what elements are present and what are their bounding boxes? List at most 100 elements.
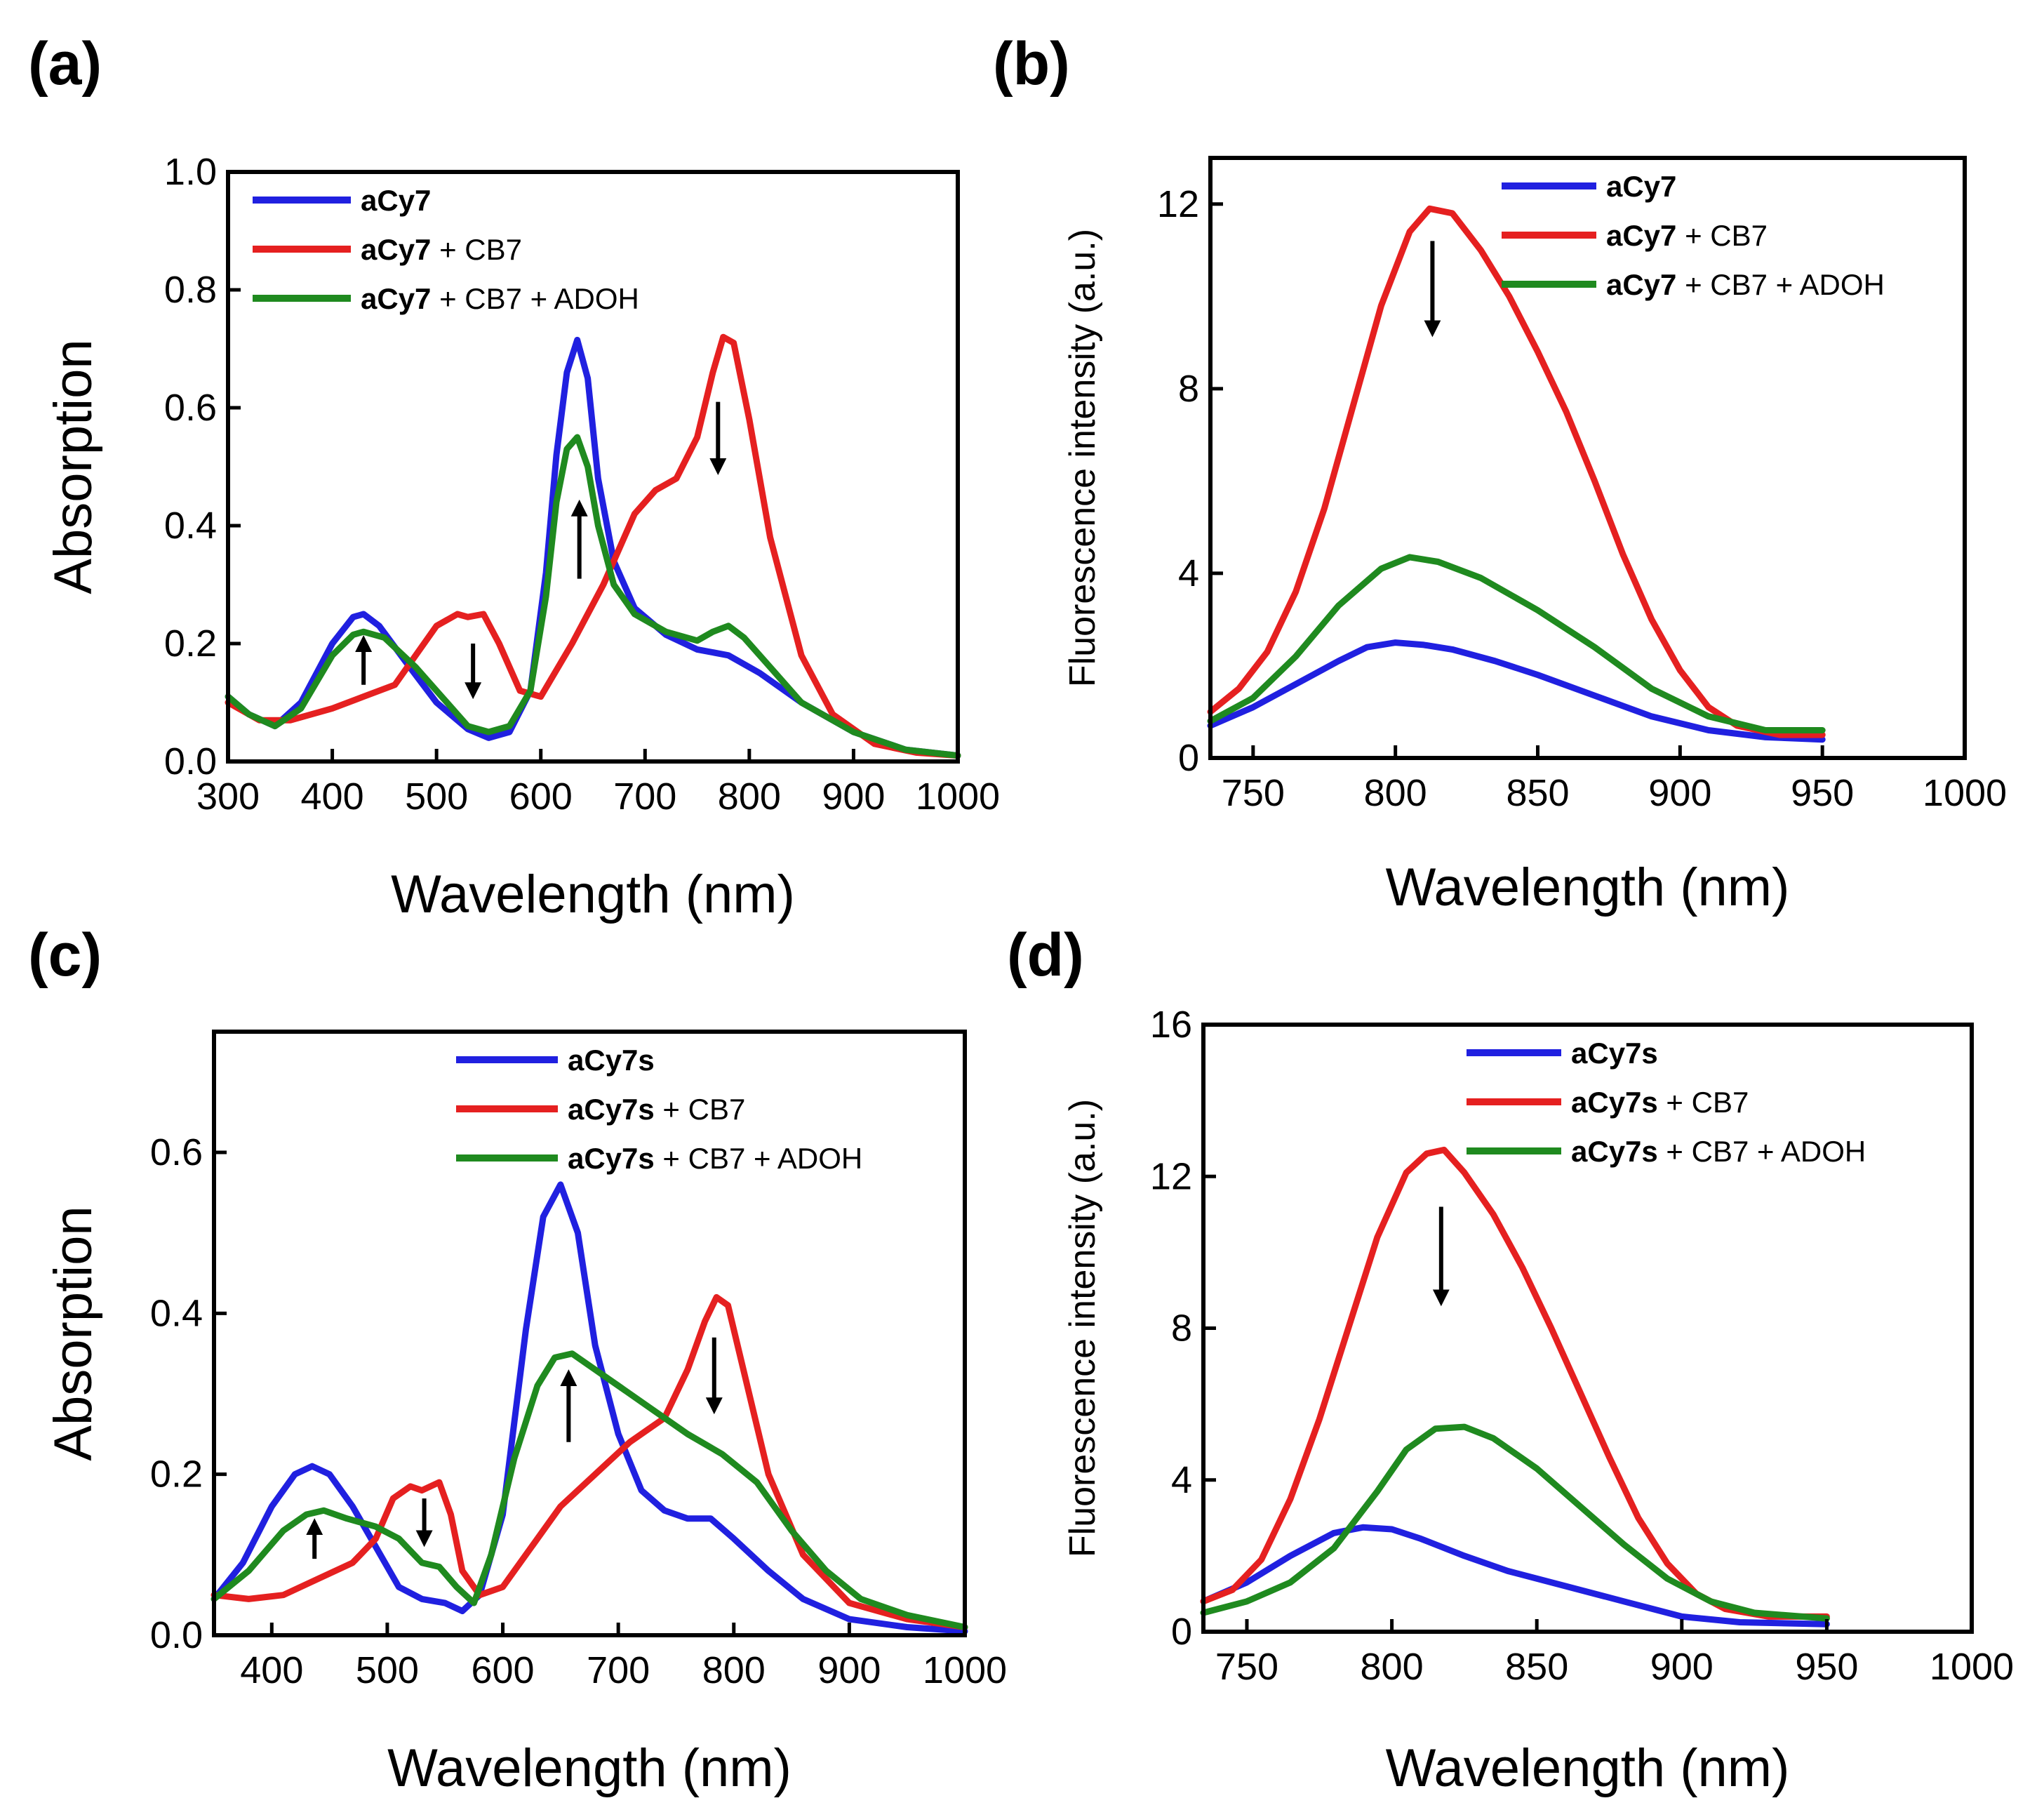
y-axis-label: Absorption bbox=[44, 1206, 103, 1460]
legend-label: aCy7s + CB7 + ADOH bbox=[568, 1142, 862, 1175]
x-tick-label: 1000 bbox=[916, 776, 1000, 818]
series-line-3 bbox=[211, 1350, 968, 1630]
y-tick-label: 4 bbox=[1171, 1459, 1192, 1501]
x-tick-label: 900 bbox=[817, 1649, 881, 1691]
y-axis-label: Fluorescence intensity (a.u.) bbox=[1062, 229, 1103, 687]
legend-label-compound: aCy7 bbox=[361, 184, 431, 217]
x-tick-label: 750 bbox=[1222, 772, 1285, 814]
legend-label-compound: aCy7 bbox=[361, 233, 431, 266]
x-tick-label: 700 bbox=[613, 776, 676, 818]
legend-label-compound: aCy7s bbox=[568, 1142, 655, 1175]
legend-label: aCy7 bbox=[1606, 170, 1676, 203]
legend-label-additive: + CB7 bbox=[1676, 219, 1768, 252]
y-tick-label: 16 bbox=[1150, 1004, 1192, 1046]
legend-label: aCy7 + CB7 bbox=[361, 233, 522, 266]
legend-label-compound: aCy7s bbox=[1571, 1086, 1658, 1119]
legend-label-additive: + CB7 + ADOH bbox=[1658, 1135, 1866, 1168]
panel-c: (c) 400 500 600 700 800 900 1000 0.0 0.2 0.4 0.6 Wav… bbox=[28, 921, 1007, 1798]
x-tick-label: 300 bbox=[196, 776, 260, 818]
legend-label-compound: aCy7 bbox=[1606, 219, 1676, 252]
x-tick-label: 850 bbox=[1505, 1646, 1568, 1688]
x-tick-label: 1000 bbox=[923, 1649, 1007, 1691]
legend-label: aCy7 + CB7 bbox=[1606, 219, 1768, 252]
x-tick-label: 600 bbox=[509, 776, 573, 818]
series-line-3 bbox=[1207, 554, 1826, 733]
panel-label: (c) bbox=[28, 921, 102, 989]
series-line-3 bbox=[1200, 1423, 1830, 1622]
legend-label-compound: aCy7s bbox=[1571, 1037, 1658, 1070]
legend-label: aCy7s + CB7 bbox=[1571, 1086, 1749, 1119]
series-line-1 bbox=[211, 1181, 968, 1635]
legend-label: aCy7 + CB7 + ADOH bbox=[1606, 268, 1885, 301]
y-tick-label: 8 bbox=[1171, 1307, 1192, 1350]
x-tick-label: 800 bbox=[1364, 772, 1427, 814]
series-line-2 bbox=[211, 1293, 968, 1630]
y-tick-label: 0.0 bbox=[164, 740, 217, 783]
legend-label: aCy7 + CB7 + ADOH bbox=[361, 282, 639, 315]
x-tick-label: 800 bbox=[718, 776, 781, 818]
x-tick-label: 500 bbox=[405, 776, 468, 818]
legend-label-additive: + CB7 bbox=[1658, 1086, 1749, 1119]
panel-d: (d) 750 800 850 900 950 1000 0 4 8 12 16 Wavelength … bbox=[1007, 921, 2014, 1798]
legend-label: aCy7s + CB7 bbox=[568, 1093, 745, 1126]
legend-label-additive: + CB7 + ADOH bbox=[431, 282, 639, 315]
legend-label-compound: aCy7 bbox=[361, 282, 431, 315]
x-tick-label: 600 bbox=[471, 1649, 534, 1691]
panel-label: (d) bbox=[1007, 921, 1084, 989]
series-line-1 bbox=[1200, 1524, 1830, 1628]
series-line-2 bbox=[1200, 1146, 1830, 1620]
y-tick-label: 12 bbox=[1157, 183, 1199, 225]
x-axis-label: Wavelength (nm) bbox=[391, 865, 795, 924]
x-axis-label: Wavelength (nm) bbox=[1386, 1738, 1790, 1798]
panel-a: (a) 300 400 500 600 700 800 900 1000 0.0 0.2 0.4 0.6… bbox=[28, 30, 1000, 924]
y-tick-label: 0.6 bbox=[164, 387, 217, 429]
legend-label: aCy7 bbox=[361, 184, 431, 217]
x-axis-label: Wavelength (nm) bbox=[1386, 858, 1790, 917]
y-tick-label: 8 bbox=[1178, 368, 1199, 410]
legend-label-compound: aCy7s bbox=[568, 1044, 655, 1077]
y-axis-label: Fluorescence intensity (a.u.) bbox=[1062, 1099, 1103, 1557]
legend-label: aCy7s + CB7 + ADOH bbox=[1571, 1135, 1866, 1168]
legend-label-compound: aCy7 bbox=[1606, 268, 1676, 301]
legend-label: aCy7s bbox=[568, 1044, 655, 1077]
legend-label-additive: + CB7 bbox=[655, 1093, 746, 1126]
panel-b: (b) 750 800 850 900 950 1000 0 4 8 12 Wavelength (n… bbox=[993, 30, 2007, 917]
legend-label-compound: aCy7s bbox=[1571, 1135, 1658, 1168]
y-tick-label: 0.2 bbox=[150, 1453, 203, 1496]
plot-frame bbox=[1208, 156, 1967, 760]
legend-label-additive: + CB7 bbox=[431, 233, 522, 266]
x-tick-label: 850 bbox=[1506, 772, 1569, 814]
x-tick-label: 950 bbox=[1791, 772, 1854, 814]
series-line-3 bbox=[225, 434, 961, 759]
y-tick-label: 0.2 bbox=[164, 623, 217, 665]
legend-label-compound: aCy7s bbox=[568, 1093, 655, 1126]
x-axis-label: Wavelength (nm) bbox=[387, 1738, 791, 1798]
series-line-2 bbox=[225, 333, 961, 759]
x-tick-label: 500 bbox=[356, 1649, 419, 1691]
y-tick-label: 1.0 bbox=[164, 151, 217, 193]
x-tick-label: 900 bbox=[822, 776, 885, 818]
x-tick-label: 700 bbox=[587, 1649, 650, 1691]
x-tick-label: 800 bbox=[1361, 1646, 1424, 1688]
legend-label-additive: + CB7 + ADOH bbox=[1676, 268, 1884, 301]
panel-label: (a) bbox=[28, 30, 102, 98]
x-tick-label: 950 bbox=[1795, 1646, 1858, 1688]
x-tick-label: 900 bbox=[1648, 772, 1711, 814]
legend-label: aCy7s bbox=[1571, 1037, 1658, 1070]
series-line-1 bbox=[225, 336, 961, 759]
y-tick-label: 4 bbox=[1178, 552, 1199, 594]
x-tick-label: 400 bbox=[240, 1649, 303, 1691]
series-line-2 bbox=[1207, 205, 1826, 738]
y-tick-label: 0 bbox=[1178, 737, 1199, 779]
y-tick-label: 0.4 bbox=[164, 505, 217, 547]
plot-frame bbox=[226, 170, 960, 764]
y-tick-label: 12 bbox=[1150, 1155, 1192, 1197]
y-tick-label: 0.0 bbox=[150, 1614, 203, 1656]
x-tick-label: 800 bbox=[702, 1649, 766, 1691]
x-tick-label: 750 bbox=[1215, 1646, 1278, 1688]
